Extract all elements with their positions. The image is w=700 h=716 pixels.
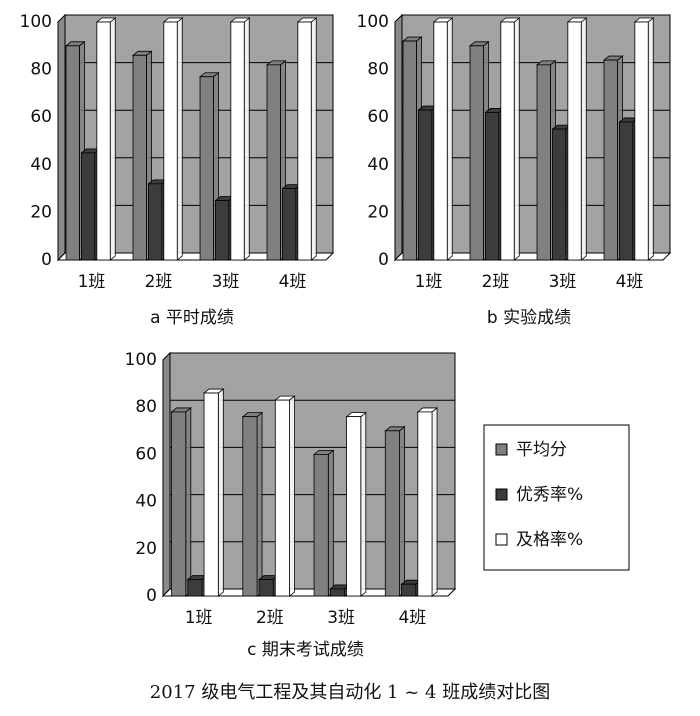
bar [163,21,178,261]
chart-title: a 平时成绩 [150,308,234,328]
legend-swatch [495,533,508,546]
bar [96,21,111,261]
y-tick-label: 80 [30,60,52,80]
bar [433,21,448,261]
bar [418,109,433,261]
bar [230,21,245,261]
bar [65,45,80,261]
bar [258,579,274,597]
bar [203,392,219,597]
y-tick-label: 40 [135,492,157,512]
x-tick-label: 2班 [256,608,284,628]
bar [469,45,484,261]
bar-side [446,17,453,261]
bar [329,588,345,597]
bar [536,64,551,261]
y-tick-label: 60 [367,107,389,127]
x-tick-label: 4班 [398,608,426,628]
bar-side [580,17,587,261]
bar [215,200,230,261]
y-tick-label: 80 [135,397,157,417]
y-tick-label: 40 [30,155,52,175]
x-tick-label: 1班 [415,272,443,292]
bar [297,21,312,261]
bar [500,21,515,261]
y-tick-label: 20 [135,539,157,559]
legend-label: 平均分 [516,440,567,460]
x-tick-label: 2班 [145,272,173,292]
bar-side [109,17,116,261]
bar-side [185,407,192,597]
bar [603,59,618,261]
figure-caption: 2017 级电气工程及其自动化 1 ~ 4 班成绩对比图 [150,682,550,703]
bar [199,76,214,261]
x-tick-label: 3班 [327,608,355,628]
bar-side [176,17,183,261]
bar [346,416,362,597]
bar-side [256,411,263,597]
y-tick-label: 60 [135,444,157,464]
plot-side [57,13,66,262]
plot-side [162,351,171,598]
bar [634,21,649,261]
bar-side [289,395,295,597]
x-tick-label: 1班 [78,272,106,292]
legend-label: 优秀率% [516,485,583,505]
bar [282,188,297,261]
bar-side [310,17,317,261]
bar [384,430,400,597]
x-tick-label: 3班 [549,272,577,292]
bar [274,399,290,597]
y-tick-label: 100 [125,350,157,370]
x-tick-label: 4班 [279,272,307,292]
bar [242,416,258,597]
bar [567,21,582,261]
y-tick-label: 80 [367,60,389,80]
bar-side [513,17,520,261]
y-tick-label: 0 [41,250,52,270]
bar [417,411,433,597]
legend-label: 及格率% [516,530,583,550]
bar [402,40,417,261]
y-tick-label: 60 [30,107,52,127]
bar [266,64,281,261]
y-tick-label: 100 [20,12,52,32]
x-tick-label: 1班 [185,608,213,628]
bar [619,121,634,261]
bar [171,411,187,597]
bar [132,54,147,261]
y-tick-label: 0 [378,250,389,270]
x-tick-label: 3班 [212,272,240,292]
bar-side [360,411,367,597]
bar-side [431,407,438,597]
y-tick-label: 40 [367,155,389,175]
chart-title: b 实验成绩 [487,308,571,328]
bar [148,183,163,261]
legend-swatch [495,443,508,456]
chart-title: c 期末考试成绩 [247,640,364,660]
bar [485,112,500,261]
y-tick-label: 20 [30,202,52,222]
bar-side [217,388,224,597]
bar [552,128,567,261]
bar [313,453,329,597]
bar-side [243,17,250,261]
y-tick-label: 0 [146,586,157,606]
x-tick-label: 2班 [482,272,510,292]
bar-side [647,17,654,261]
bar-side [327,449,334,597]
y-tick-label: 20 [367,202,389,222]
legend-swatch [495,488,508,501]
legend-box [483,424,630,571]
plot-side [394,13,403,262]
bar [81,152,96,261]
x-tick-label: 4班 [616,272,644,292]
y-tick-label: 100 [357,12,389,32]
bar-side [399,425,405,597]
bar [401,583,417,597]
bar [187,579,203,597]
